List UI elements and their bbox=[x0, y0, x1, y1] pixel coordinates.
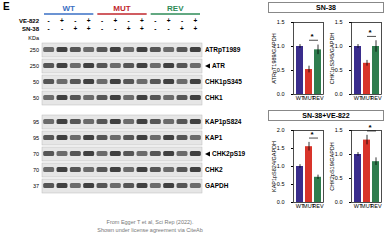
svg-text:2.0: 2.0 bbox=[277, 127, 285, 133]
svg-text:+: + bbox=[193, 25, 197, 32]
svg-text:250: 250 bbox=[30, 47, 39, 53]
svg-text:-: - bbox=[154, 25, 156, 32]
svg-text:+: + bbox=[73, 25, 77, 32]
svg-text:*: * bbox=[368, 28, 372, 37]
svg-text:1.5: 1.5 bbox=[277, 19, 285, 25]
svg-text:1.5: 1.5 bbox=[277, 145, 285, 151]
html-text:SN-38: SN-38 bbox=[316, 4, 336, 11]
svg-text:ATR: ATR bbox=[212, 62, 225, 69]
svg-text:+: + bbox=[180, 25, 184, 32]
svg-text:KDa: KDa bbox=[28, 35, 40, 41]
svg-text:REV: REV bbox=[312, 95, 324, 101]
svg-text:0.0: 0.0 bbox=[277, 199, 285, 205]
svg-text:CHK1pS345/GAPDH: CHK1pS345/GAPDH bbox=[329, 33, 335, 85]
svg-text:Shown under license agreement: Shown under license agreement via CiteAb bbox=[97, 227, 202, 233]
svg-text:-: - bbox=[101, 17, 103, 24]
svg-text:+: + bbox=[127, 25, 131, 32]
svg-text:50: 50 bbox=[33, 95, 39, 101]
svg-text:-: - bbox=[48, 25, 50, 32]
html-text:WT MUT: WT MUT bbox=[295, 203, 315, 210]
html-text:WT MUT: WT MUT bbox=[295, 95, 315, 102]
svg-text:CHK1pS345: CHK1pS345 bbox=[205, 78, 242, 86]
svg-text:+: + bbox=[60, 17, 64, 24]
svg-text:WT: WT bbox=[62, 4, 75, 13]
svg-text:CHK2pS19/GAPDH: CHK2pS19/GAPDH bbox=[329, 142, 335, 191]
svg-text:1.0: 1.0 bbox=[335, 151, 343, 157]
svg-text:CHK1: CHK1 bbox=[205, 94, 223, 101]
svg-text:70: 70 bbox=[33, 151, 39, 157]
svg-text:GAPDH: GAPDH bbox=[205, 182, 229, 189]
svg-text:KAP1pS824/GAPDH: KAP1pS824/GAPDH bbox=[271, 141, 277, 192]
svg-text:+: + bbox=[140, 25, 144, 32]
svg-text:70: 70 bbox=[33, 167, 39, 173]
svg-text:REV: REV bbox=[167, 4, 184, 13]
svg-text:ATRpT1989/GAPDH: ATRpT1989/GAPDH bbox=[271, 33, 277, 83]
svg-text:95: 95 bbox=[33, 119, 39, 125]
svg-text:*: * bbox=[310, 32, 314, 41]
svg-text:-: - bbox=[74, 17, 76, 24]
svg-text:0.0: 0.0 bbox=[277, 91, 285, 97]
svg-text:-: - bbox=[168, 25, 170, 32]
svg-text:0.5: 0.5 bbox=[335, 175, 343, 181]
svg-text:+: + bbox=[167, 17, 171, 24]
svg-text:250: 250 bbox=[30, 63, 39, 69]
svg-text:SN-38: SN-38 bbox=[22, 26, 40, 32]
svg-text:1.0: 1.0 bbox=[277, 43, 285, 49]
svg-text:CHK2pS19: CHK2pS19 bbox=[212, 150, 246, 158]
svg-text:0.5: 0.5 bbox=[335, 67, 343, 73]
svg-text:KAP1pS824: KAP1pS824 bbox=[205, 118, 242, 126]
svg-text:KAP1: KAP1 bbox=[205, 134, 223, 141]
svg-text:0.0: 0.0 bbox=[335, 199, 343, 205]
svg-text:-: - bbox=[61, 25, 63, 32]
svg-text:95: 95 bbox=[33, 135, 39, 141]
svg-text:37: 37 bbox=[33, 183, 39, 189]
svg-text:+: + bbox=[140, 17, 144, 24]
svg-text:MUT: MUT bbox=[113, 4, 130, 13]
svg-text:From Egger T et al, Sci Rep (2: From Egger T et al, Sci Rep (2022). bbox=[107, 219, 194, 225]
svg-text:REV: REV bbox=[370, 95, 382, 101]
svg-text:-: - bbox=[128, 17, 130, 24]
svg-text:REV: REV bbox=[312, 203, 324, 209]
svg-text:+: + bbox=[113, 17, 117, 24]
svg-text:-: - bbox=[48, 17, 50, 24]
html-text:SN-38+VE-822: SN-38+VE-822 bbox=[302, 112, 350, 119]
svg-text:1.0: 1.0 bbox=[277, 163, 285, 169]
svg-text:-: - bbox=[114, 25, 116, 32]
svg-text:ATRpT1989: ATRpT1989 bbox=[205, 46, 241, 54]
svg-text:*: * bbox=[310, 130, 314, 139]
html-text:WT MUT: WT MUT bbox=[353, 95, 373, 102]
svg-text:CHK2: CHK2 bbox=[205, 166, 223, 173]
svg-text:-: - bbox=[101, 25, 103, 32]
svg-text:1.5: 1.5 bbox=[335, 19, 343, 25]
svg-text:0.5: 0.5 bbox=[277, 181, 285, 187]
svg-text:0.5: 0.5 bbox=[277, 67, 285, 73]
svg-text:+: + bbox=[87, 17, 91, 24]
svg-text:VE-822: VE-822 bbox=[19, 18, 40, 24]
svg-text:+: + bbox=[193, 17, 197, 24]
svg-text:1.0: 1.0 bbox=[335, 43, 343, 49]
svg-text:0.0: 0.0 bbox=[335, 91, 343, 97]
svg-text:E: E bbox=[3, 1, 10, 12]
svg-text:+: + bbox=[87, 25, 91, 32]
html-text:WT MUT: WT MUT bbox=[353, 203, 373, 210]
svg-text:1.5: 1.5 bbox=[335, 127, 343, 133]
svg-text:*: * bbox=[368, 123, 372, 132]
svg-text:50: 50 bbox=[33, 79, 39, 85]
svg-text:REV: REV bbox=[370, 203, 382, 209]
svg-text:-: - bbox=[154, 17, 156, 24]
svg-text:-: - bbox=[181, 17, 183, 24]
